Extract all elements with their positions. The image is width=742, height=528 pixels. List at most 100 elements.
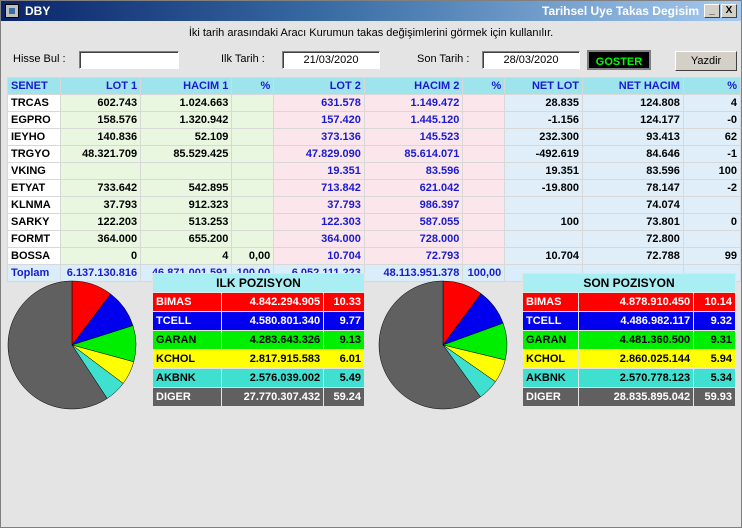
position-percent: 5.94	[693, 349, 736, 369]
table-cell	[504, 230, 584, 248]
row-symbol: BOSSA	[6, 247, 62, 265]
son-tarih-input[interactable]: 28/03/2020	[482, 51, 580, 69]
goster-button[interactable]: GOSTER	[587, 50, 651, 70]
title-bar[interactable]: DBY Tarihsel Uye Takas Degisim _ X	[1, 1, 741, 21]
table-cell: 1.149.472	[363, 94, 464, 112]
position-name: BIMAS	[152, 292, 222, 312]
table-row[interactable]: KLNMA 37.793 912.323 37.793 986.397 74.074	[6, 196, 742, 214]
table-cell: -19.800	[504, 179, 584, 197]
table-row[interactable]: SARKY 122.203 513.253 122.303 587.055 100 73.8…	[6, 213, 742, 231]
table-cell: 47.829.090	[273, 145, 365, 163]
table-cell	[231, 111, 275, 129]
table-cell: -492.619	[504, 145, 584, 163]
position-row: KCHOL 2.817.915.583 6.01	[152, 349, 365, 369]
ilk-tarih-input[interactable]: 21/03/2020	[282, 51, 380, 69]
table-cell: 73.801	[582, 213, 684, 231]
column-header[interactable]: %	[682, 77, 742, 95]
table-cell	[231, 196, 275, 214]
son-pozisyon-pie-chart	[378, 280, 508, 410]
column-header[interactable]: HACIM 2	[363, 77, 464, 95]
position-row: AKBNK 2.570.778.123 5.34	[522, 368, 736, 388]
position-row: GARAN 4.481.360.500 9.31	[522, 330, 736, 350]
table-cell: 124.808	[582, 94, 684, 112]
row-symbol: TRGYO	[6, 145, 62, 163]
table-cell: 72.788	[582, 247, 684, 265]
table-row[interactable]: TRCAS 602.743 1.024.663 631.578 1.149.472 28.…	[6, 94, 742, 112]
position-row: DIGER 27.770.307.432 59.24	[152, 387, 365, 407]
total-label: Toplam	[6, 264, 62, 282]
position-percent: 59.24	[323, 387, 365, 407]
position-percent: 9.31	[693, 330, 736, 350]
table-cell: 100	[504, 213, 584, 231]
table-cell: 1.445.120	[363, 111, 464, 129]
son-pozisyon-table: SON POZISYON BIMAS 4.878.910.450 10.14 TCEL…	[522, 273, 736, 407]
position-row: AKBNK 2.576.039.002 5.49	[152, 368, 365, 388]
table-cell: 122.303	[273, 213, 365, 231]
pie-slice-diger	[378, 280, 481, 410]
table-cell: 145.523	[363, 128, 464, 146]
table-cell: 84.646	[582, 145, 684, 163]
column-header[interactable]: %	[231, 77, 275, 95]
position-value: 2.817.915.583	[220, 349, 325, 369]
table-cell: 157.420	[273, 111, 365, 129]
position-percent: 10.14	[693, 292, 736, 312]
table-cell: 631.578	[273, 94, 365, 112]
position-row: TCELL 4.486.982.117 9.32	[522, 311, 736, 331]
table-row[interactable]: VKING 19.351 83.596 19.351 83.596 100	[6, 162, 742, 180]
takas-table: SENET LOT 1 HACIM 1% LOT 2 HACIM 2% NET LOT NE…	[6, 77, 742, 282]
position-value: 28.835.895.042	[577, 387, 695, 407]
table-cell	[504, 196, 584, 214]
yazdir-button[interactable]: Yazdir	[675, 51, 737, 71]
position-name: DIGER	[152, 387, 222, 407]
column-header[interactable]: SENET	[6, 77, 62, 95]
table-cell	[462, 145, 506, 163]
table-cell: 78.147	[582, 179, 684, 197]
position-percent: 6.01	[323, 349, 365, 369]
table-cell: 74.074	[582, 196, 684, 214]
table-cell	[462, 179, 506, 197]
table-row[interactable]: ETYAT 733.642 542.895 713.842 621.042 -19.800…	[6, 179, 742, 197]
table-cell: 99	[682, 247, 742, 265]
column-header[interactable]: %	[462, 77, 506, 95]
table-cell: 621.042	[363, 179, 464, 197]
table-cell: 62	[682, 128, 742, 146]
table-cell: 85.529.425	[140, 145, 233, 163]
table-row[interactable]: TRGYO 48.321.709 85.529.425 47.829.090 85.61…	[6, 145, 742, 163]
table-cell: 37.793	[60, 196, 142, 214]
son-tarih-label: Son Tarih :	[417, 53, 470, 65]
table-cell: 48.321.709	[60, 145, 142, 163]
position-name: BIMAS	[522, 292, 579, 312]
table-cell: 655.200	[140, 230, 233, 248]
window-subtitle: Tarihsel Uye Takas Degisim	[542, 4, 699, 18]
table-cell: 4	[682, 94, 742, 112]
table-cell: -1	[682, 145, 742, 163]
column-header[interactable]: LOT 1	[60, 77, 142, 95]
table-cell	[231, 230, 275, 248]
table-cell	[462, 230, 506, 248]
table-row[interactable]: BOSSA 0 4 0,00 10.704 72.793 10.704 72.788 99	[6, 247, 742, 265]
column-header[interactable]: LOT 2	[273, 77, 365, 95]
position-percent: 9.13	[323, 330, 365, 350]
position-value: 4.842.294.905	[220, 292, 325, 312]
close-button[interactable]: X	[721, 4, 737, 18]
position-name: AKBNK	[152, 368, 222, 388]
table-row[interactable]: IEYHO 140.836 52.109 373.136 145.523 232.300 9…	[6, 128, 742, 146]
hisse-search-input[interactable]	[79, 51, 179, 69]
column-header[interactable]: HACIM 1	[140, 77, 233, 95]
table-cell	[462, 111, 506, 129]
table-row[interactable]: FORMT 364.000 655.200 364.000 728.000 72.800	[6, 230, 742, 248]
column-header[interactable]: NET HACIM	[582, 77, 684, 95]
table-row[interactable]: EGPRO 158.576 1.320.942 157.420 1.445.120 -1.…	[6, 111, 742, 129]
table-cell: 602.743	[60, 94, 142, 112]
table-cell: 83.596	[582, 162, 684, 180]
ilk-pozisyon-pie-chart	[7, 280, 137, 410]
minimize-button[interactable]: _	[704, 4, 720, 18]
total-cell: 100,00	[462, 264, 506, 282]
ilk-tarih-label: Ilk Tarih :	[221, 53, 265, 65]
position-percent: 9.32	[693, 311, 736, 331]
column-header[interactable]: NET LOT	[504, 77, 584, 95]
row-symbol: ETYAT	[6, 179, 62, 197]
table-cell: 232.300	[504, 128, 584, 146]
table-cell	[462, 247, 506, 265]
